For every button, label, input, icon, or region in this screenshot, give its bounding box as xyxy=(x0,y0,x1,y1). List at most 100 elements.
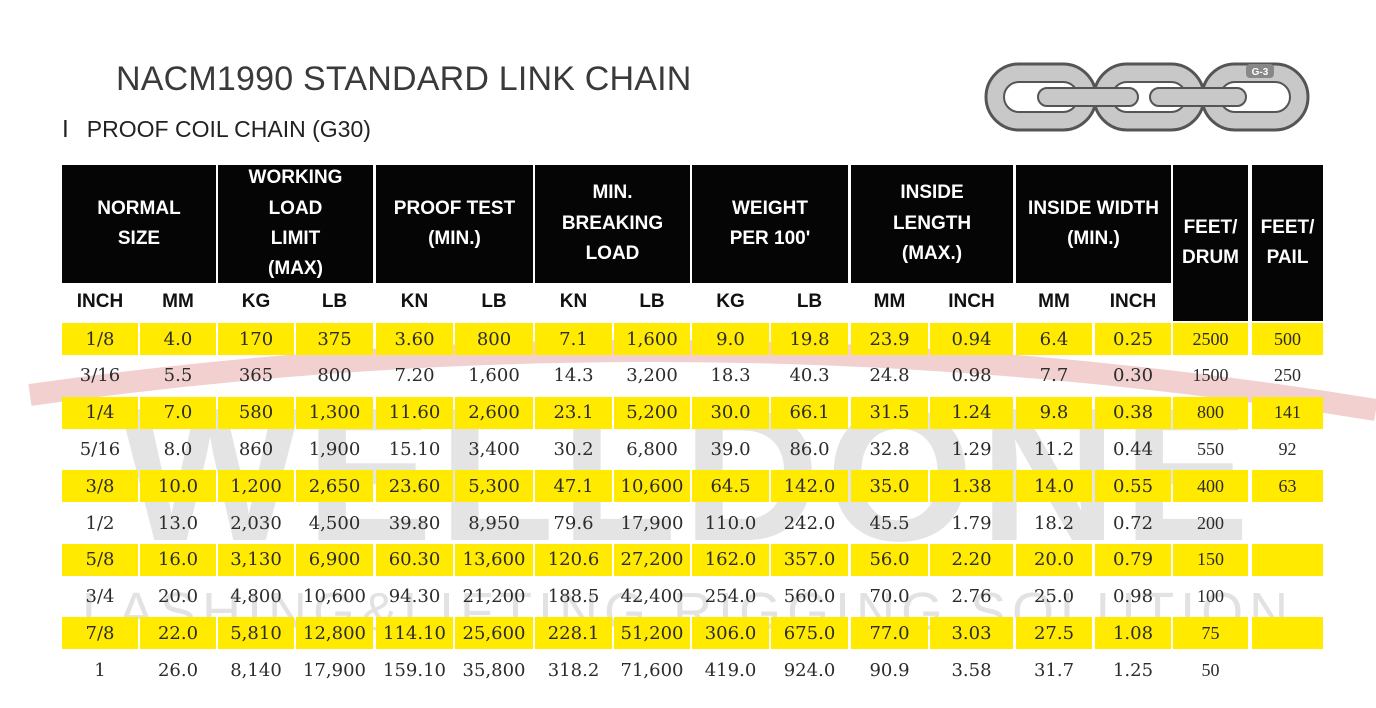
table-cell: 19.8 xyxy=(771,323,848,355)
unit-label: LB xyxy=(455,283,533,321)
table-cell: 0.72 xyxy=(1112,512,1154,534)
table-cell: 39.80 xyxy=(388,512,441,534)
table-cell: 7/8 xyxy=(62,617,138,650)
section-subtitle: Ⅰ PROOF COIL CHAIN (G30) xyxy=(62,116,371,143)
table-cell: 26.0 xyxy=(157,659,199,681)
table-cell: 0.98 xyxy=(1112,586,1154,608)
table-cell: 2.20 xyxy=(930,543,1013,576)
table-cell xyxy=(1252,581,1323,613)
table-cell: 8,950 xyxy=(468,512,520,534)
table-cell: 24.8 xyxy=(869,365,910,387)
table-cell: 3/4 xyxy=(85,586,115,608)
table-cell: 63 xyxy=(1252,470,1323,503)
table-cell: 17,900 xyxy=(620,512,684,534)
table-cell: 2,600 xyxy=(455,396,533,429)
table-cell: 20.0 xyxy=(157,586,199,608)
table-cell: 18.3 xyxy=(710,365,751,387)
table-cell: 51,200 xyxy=(614,617,690,650)
table-cell: 17,900 xyxy=(303,659,366,681)
table-cell: 8,140 xyxy=(230,659,282,681)
table-cell: 10.0 xyxy=(140,470,216,503)
table-cell: 75 xyxy=(1173,617,1248,650)
table-cell: 560.0 xyxy=(783,586,836,608)
table-cell: 4.0 xyxy=(140,323,216,355)
table-cell: 500 xyxy=(1252,323,1323,355)
table-cell: 142.0 xyxy=(771,470,848,503)
header-label: WEIGHT PER 100' xyxy=(729,197,811,249)
unit-label: MM xyxy=(1016,283,1092,321)
table-cell: 200 xyxy=(1197,512,1224,533)
table-cell: 159.10 xyxy=(383,659,446,681)
table-cell: 3,400 xyxy=(468,438,520,460)
table-cell: 924.0 xyxy=(783,659,836,681)
table-cell: 25,600 xyxy=(455,617,533,650)
table-cell: 400 xyxy=(1173,470,1248,503)
table-cell: 35.0 xyxy=(851,470,928,503)
table-cell xyxy=(1252,543,1323,576)
table-cell: 357.0 xyxy=(771,543,848,576)
table-cell: 0.55 xyxy=(1095,470,1171,503)
header-label: FEET/ PAIL xyxy=(1260,216,1315,268)
table-cell: 9.8 xyxy=(1016,396,1092,429)
table-cell: 1500 xyxy=(1192,365,1229,386)
table-cell: 64.5 xyxy=(692,470,769,503)
table-cell: 50 xyxy=(1201,659,1220,680)
table-cell: 10,600 xyxy=(614,470,690,503)
section-title: PROOF COIL CHAIN (G30) xyxy=(86,116,371,142)
header-cell: INSIDE WIDTH (MIN.) xyxy=(1016,165,1171,283)
table-cell: 25.0 xyxy=(1033,586,1075,608)
table-cell: 1.24 xyxy=(930,396,1013,429)
unit-label: LB xyxy=(614,283,690,321)
header-label: WORKING LOAD LIMIT (MAX) xyxy=(248,167,343,280)
table-cell: 375 xyxy=(296,323,373,355)
unit-label: KG xyxy=(218,283,294,321)
table-cell: 71,600 xyxy=(620,659,684,681)
table-cell: 4,800 xyxy=(230,586,282,608)
table-cell: 47.1 xyxy=(535,470,612,503)
header-cell: FEET/ DRUM xyxy=(1173,165,1248,321)
table-cell: 1,600 xyxy=(468,365,520,387)
header-cell: WEIGHT PER 100' xyxy=(692,165,848,283)
table-cell: 800 xyxy=(1173,396,1248,429)
table-cell: 141 xyxy=(1252,396,1323,429)
table-cell: 9.0 xyxy=(692,323,769,355)
header-cell: WORKING LOAD LIMIT (MAX) xyxy=(218,165,373,283)
table-cell: 27.5 xyxy=(1016,617,1092,650)
table-cell: 3/16 xyxy=(79,365,121,387)
table-cell: 5/8 xyxy=(62,543,138,576)
table-cell: 3,130 xyxy=(218,543,294,576)
table-cell: 5,300 xyxy=(455,470,533,503)
table-cell xyxy=(1252,617,1323,650)
table-cell: 2,030 xyxy=(230,512,282,534)
table-cell: 860 xyxy=(238,438,274,460)
header-cell: INSIDE LENGTH (MAX.) xyxy=(851,165,1013,283)
unit-label: INCH xyxy=(62,283,138,321)
table-cell: 110.0 xyxy=(704,512,757,534)
header-cell: MIN. BREAKING LOAD xyxy=(535,165,690,283)
table-cell: 6,900 xyxy=(296,543,373,576)
table-cell: 35,800 xyxy=(462,659,526,681)
table-cell: 79.6 xyxy=(553,512,594,534)
table-cell: 419.0 xyxy=(704,659,757,681)
header-label: MIN. BREAKING LOAD xyxy=(561,182,664,265)
table-cell: 100 xyxy=(1197,586,1224,607)
table-cell: 1 xyxy=(94,659,106,681)
header-cell: NORMAL SIZE xyxy=(62,165,216,283)
table-cell: 32.8 xyxy=(869,438,910,460)
table-cell: 120.6 xyxy=(535,543,612,576)
table-cell: 86.0 xyxy=(789,438,830,460)
table-cell: 306.0 xyxy=(692,617,769,650)
unit-label: KN xyxy=(376,283,453,321)
unit-label: MM xyxy=(140,283,216,321)
table-cell: 228.1 xyxy=(535,617,612,650)
table-cell: 94.30 xyxy=(388,586,441,608)
table-cell: 16.0 xyxy=(140,543,216,576)
table-cell: 23.9 xyxy=(851,323,928,355)
table-cell: 1.79 xyxy=(951,512,992,534)
header-cell: PROOF TEST (MIN.) xyxy=(376,165,533,283)
table-cell: 114.10 xyxy=(376,617,453,650)
table-cell: 90.9 xyxy=(869,659,910,681)
table-cell: 14.3 xyxy=(553,365,594,387)
table-cell: 21,200 xyxy=(462,586,526,608)
table-cell: 3.03 xyxy=(930,617,1013,650)
